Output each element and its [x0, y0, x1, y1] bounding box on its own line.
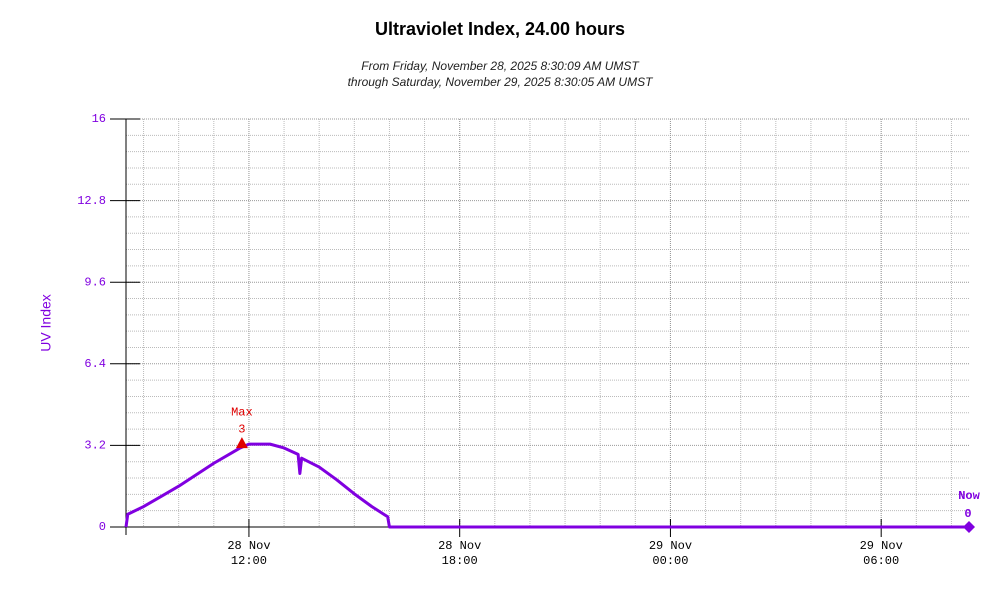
annotation-value: 3 — [238, 422, 245, 436]
annotation-value: 0 — [964, 507, 971, 521]
x-tick-label: 29 Nov — [860, 539, 903, 553]
y-tick-label: 9.6 — [84, 275, 106, 289]
y-tick-label: 12.8 — [77, 194, 106, 208]
annotation-label: Max — [231, 405, 253, 419]
x-tick-label: 12:00 — [231, 554, 267, 568]
y-tick-label: 3.2 — [84, 439, 106, 453]
x-tick-label: 28 Nov — [227, 539, 270, 553]
x-tick-label: 28 Nov — [438, 539, 481, 553]
chart-subtitle: through Saturday, November 29, 2025 8:30… — [348, 75, 654, 89]
y-tick-label: 0 — [99, 520, 106, 534]
y-tick-label: 16 — [92, 112, 106, 126]
x-tick-label: 29 Nov — [649, 539, 692, 553]
data-line — [124, 442, 969, 529]
now-marker — [963, 521, 975, 533]
annotation-label: Now — [958, 489, 980, 503]
chart-title: Ultraviolet Index, 24.00 hours — [375, 19, 625, 39]
chart-subtitle: From Friday, November 28, 2025 8:30:09 A… — [361, 59, 640, 73]
y-axis-label: UV Index — [38, 294, 54, 352]
x-tick-label: 00:00 — [652, 554, 688, 568]
x-tick-label: 06:00 — [863, 554, 899, 568]
max-marker — [235, 437, 248, 449]
x-tick-label: 18:00 — [442, 554, 478, 568]
y-tick-label: 6.4 — [84, 357, 106, 371]
